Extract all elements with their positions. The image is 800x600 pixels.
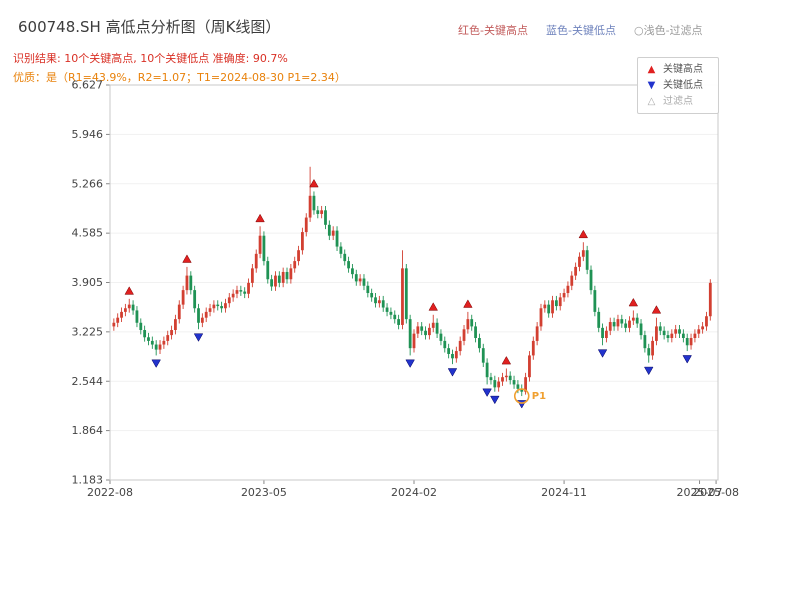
key-high-triangle-icon: ▲ bbox=[647, 64, 656, 75]
quality-annotation-text: 优质：是（R1=43.9%，R2=1.07；T1=2024-08-30 P1=2… bbox=[13, 71, 346, 84]
svg-text:2022-08: 2022-08 bbox=[87, 486, 133, 499]
svg-text:2024-02: 2024-02 bbox=[391, 486, 437, 499]
legend-item-label: 关键高点 bbox=[663, 64, 703, 75]
legend-item-filtered: △ 过滤点 bbox=[645, 96, 711, 107]
inline-legend-key-high: 红色-关键高点 bbox=[458, 24, 528, 37]
inline-legend-key-low: 蓝色-关键低点 bbox=[545, 24, 616, 37]
inline-color-legend: 红色-关键高点 蓝色-关键低点 ○浅色-过滤点 bbox=[458, 22, 703, 38]
svg-text:1.183: 1.183 bbox=[72, 474, 104, 487]
svg-text:3.905: 3.905 bbox=[72, 276, 104, 289]
svg-text:6.627: 6.627 bbox=[72, 79, 104, 92]
svg-text:P1: P1 bbox=[532, 391, 546, 402]
chart-legend-box: ▲ 关键高点 ▼ 关键低点 △ 过滤点 bbox=[637, 57, 719, 114]
svg-text:3.225: 3.225 bbox=[72, 325, 104, 338]
inline-legend-filtered: ○浅色-过滤点 bbox=[633, 24, 703, 37]
svg-text:5.266: 5.266 bbox=[72, 177, 104, 190]
svg-text:1.864: 1.864 bbox=[72, 424, 104, 437]
filtered-triangle-icon: △ bbox=[647, 96, 656, 107]
svg-text:2025-07: 2025-07 bbox=[677, 486, 723, 499]
svg-text:2023-05: 2023-05 bbox=[241, 486, 287, 499]
page-title: 600748.SH 高低点分析图（周K线图） bbox=[18, 18, 281, 36]
legend-item-label: 关键低点 bbox=[663, 80, 703, 91]
legend-item-key-high: ▲ 关键高点 bbox=[645, 64, 711, 75]
legend-item-key-low: ▼ 关键低点 bbox=[645, 80, 711, 91]
svg-text:2.544: 2.544 bbox=[72, 375, 104, 388]
svg-text:2025-08: 2025-08 bbox=[693, 486, 739, 499]
recognition-result-text: 识别结果: 10个关键高点, 10个关键低点 准确度: 90.7% bbox=[13, 52, 288, 65]
key-low-triangle-icon: ▼ bbox=[647, 80, 656, 91]
svg-text:4.585: 4.585 bbox=[72, 227, 104, 240]
svg-text:2024-11: 2024-11 bbox=[541, 486, 587, 499]
legend-item-label: 过滤点 bbox=[663, 96, 693, 107]
svg-text:5.946: 5.946 bbox=[72, 128, 104, 141]
